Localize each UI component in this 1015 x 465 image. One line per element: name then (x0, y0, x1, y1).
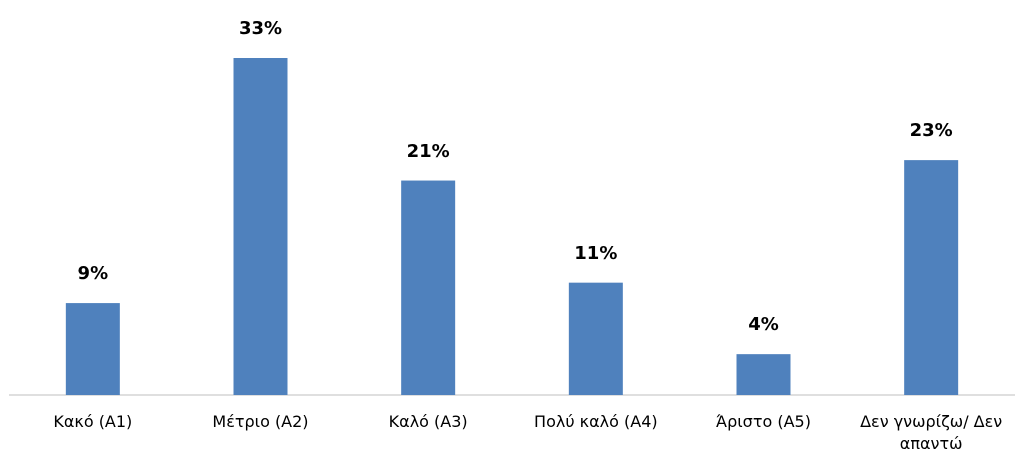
x-tick-label: Μέτριο (Α2) (212, 412, 309, 431)
value-label: 33% (238, 18, 283, 39)
value-label: 21% (406, 140, 450, 162)
bar (65, 303, 120, 395)
x-tick-label: Κακό (Α1) (53, 412, 133, 431)
x-tick-label: Δεν γνωρίζω/ Δεν απαντώ (860, 412, 1003, 453)
value-label: 11% (574, 242, 618, 264)
bar (401, 180, 456, 395)
bar (233, 58, 288, 395)
value-label: 9% (77, 263, 109, 285)
value-label: 4% (748, 314, 779, 336)
bar (904, 160, 959, 395)
x-tick-label: Πολύ καλό (Α4) (534, 412, 658, 431)
value-label: 23% (909, 120, 953, 142)
bar (736, 354, 791, 395)
x-tick-label: Άριστο (Α5) (716, 412, 811, 431)
bar (568, 282, 623, 395)
x-tick-label: Καλό (Α3) (388, 412, 468, 431)
